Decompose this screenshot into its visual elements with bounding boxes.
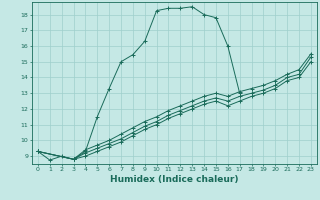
X-axis label: Humidex (Indice chaleur): Humidex (Indice chaleur) xyxy=(110,175,239,184)
